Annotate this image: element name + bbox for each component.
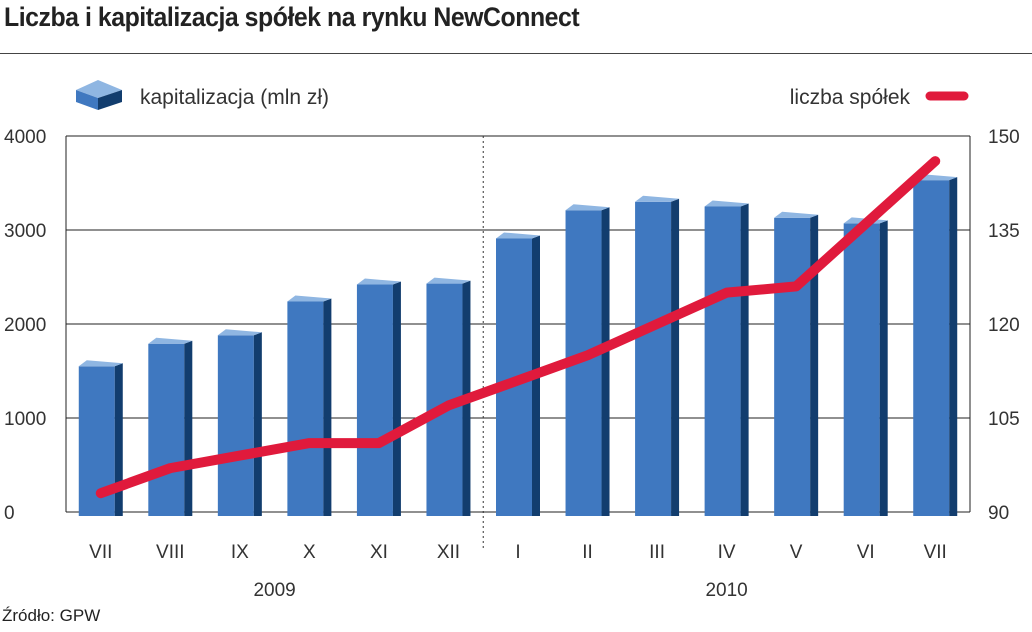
chart-title: Liczba i kapitalizacja spółek na rynku N… bbox=[4, 2, 580, 32]
x-tick-label: VII bbox=[924, 542, 947, 563]
bar-top bbox=[565, 204, 610, 211]
x-tick-label: V bbox=[790, 542, 803, 563]
x-tick-label: X bbox=[303, 542, 316, 563]
bar bbox=[913, 174, 958, 516]
bar-top bbox=[774, 211, 819, 218]
bar-front bbox=[148, 343, 185, 516]
x-tick-label: II bbox=[582, 542, 593, 563]
bar-top bbox=[78, 360, 123, 367]
y-left-tick-label: 3000 bbox=[4, 221, 46, 242]
x-tick-label: VIII bbox=[156, 542, 185, 563]
bar-side bbox=[184, 340, 193, 516]
bar-side bbox=[253, 332, 262, 516]
bar-front bbox=[913, 180, 950, 516]
x-tick-label: IX bbox=[231, 542, 249, 563]
y-right-tick-label: 105 bbox=[988, 409, 1020, 430]
y-left-tick-label: 4000 bbox=[4, 127, 46, 148]
bar bbox=[148, 337, 193, 516]
x-tick-label: IV bbox=[718, 542, 736, 563]
y-left-tick-label: 1000 bbox=[4, 409, 46, 430]
bar-top bbox=[496, 232, 540, 239]
bar bbox=[843, 217, 888, 517]
bar-side bbox=[114, 363, 123, 516]
bar bbox=[287, 295, 332, 516]
title-divider bbox=[0, 53, 1032, 54]
grid-layer bbox=[65, 135, 971, 550]
bar-top bbox=[287, 295, 332, 302]
legend-bar-swatch bbox=[76, 80, 122, 110]
year-label: 2010 bbox=[705, 580, 747, 600]
bar-front bbox=[635, 201, 672, 517]
bar-side bbox=[671, 198, 680, 517]
y-left-tick-label: 2000 bbox=[4, 315, 46, 336]
bar-top bbox=[635, 195, 680, 202]
legend-swatch-side bbox=[98, 90, 122, 110]
bar-top bbox=[704, 200, 749, 207]
x-tick-label: VII bbox=[89, 542, 112, 563]
line-layer bbox=[95, 156, 941, 499]
bar-top bbox=[356, 278, 401, 285]
bar-side bbox=[949, 177, 958, 516]
bar-side bbox=[810, 214, 819, 516]
bar-front bbox=[287, 301, 324, 516]
bar bbox=[774, 211, 819, 516]
bar-side bbox=[392, 281, 401, 516]
bar-side bbox=[323, 298, 332, 516]
bar bbox=[356, 278, 401, 516]
legend-label-kapitalizacja: kapitalizacja (mln zł) bbox=[140, 86, 329, 109]
x-tick-label: XII bbox=[437, 542, 460, 563]
y-left-tick-label: 0 bbox=[4, 503, 15, 524]
year-label: 2009 bbox=[253, 580, 295, 600]
legend-swatch-front bbox=[76, 90, 98, 110]
legend-label-liczba: liczba spółek bbox=[790, 86, 911, 109]
bar-top bbox=[148, 337, 193, 344]
bar-side bbox=[740, 203, 749, 516]
bar-side bbox=[601, 207, 610, 516]
bar-top bbox=[426, 277, 471, 284]
bar-front bbox=[356, 284, 393, 516]
bar-front bbox=[217, 335, 254, 516]
y-right-tick-label: 135 bbox=[988, 221, 1020, 242]
legend: kapitalizacja (mln zł) liczba spółek bbox=[76, 80, 969, 110]
bar bbox=[704, 200, 749, 516]
x-tick-label: XI bbox=[370, 542, 388, 563]
bar-top bbox=[217, 329, 262, 336]
source-note: Źródło: GPW bbox=[2, 606, 101, 625]
x-tick-label: III bbox=[649, 542, 665, 563]
bar-front bbox=[704, 206, 741, 516]
x-tick-label: VI bbox=[857, 542, 875, 563]
y-right-tick-label: 120 bbox=[988, 315, 1020, 336]
x-tick-label: I bbox=[515, 542, 520, 563]
bar-front bbox=[774, 217, 811, 516]
bar-side bbox=[879, 220, 888, 517]
bar bbox=[217, 329, 262, 516]
y-right-tick-label: 150 bbox=[988, 127, 1020, 148]
bar bbox=[635, 195, 680, 517]
legend-swatch-top bbox=[76, 80, 122, 98]
bar-front bbox=[843, 223, 880, 517]
y-right-tick-label: 90 bbox=[988, 503, 1009, 524]
